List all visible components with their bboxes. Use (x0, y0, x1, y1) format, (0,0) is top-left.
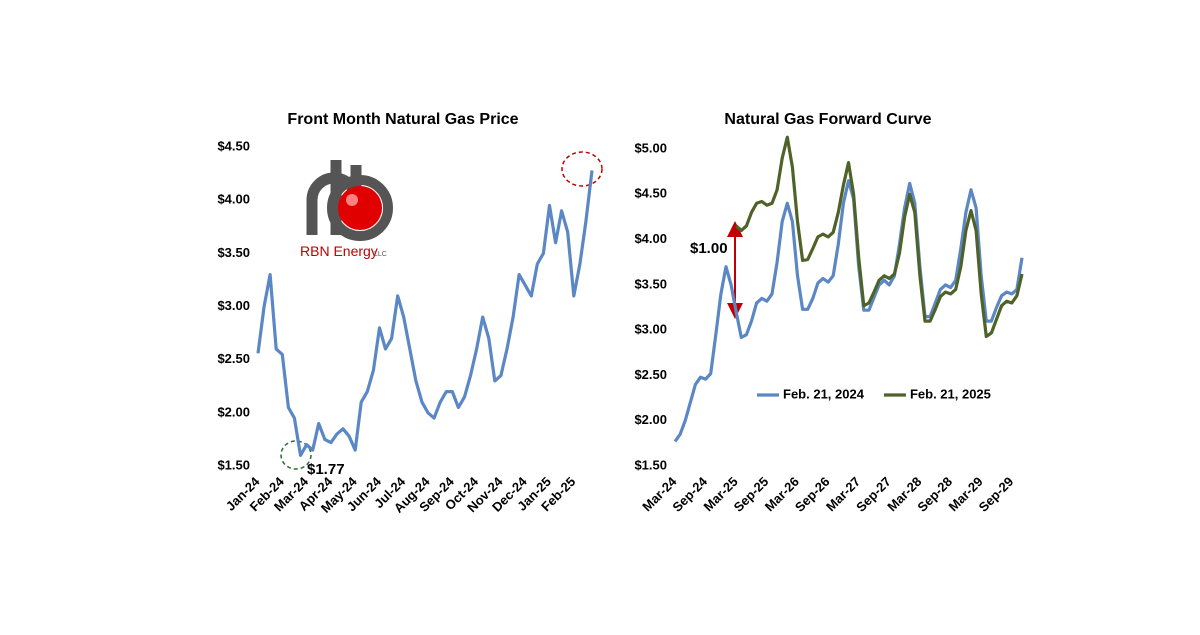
annotation: $1.00 (690, 240, 728, 257)
logo-ball (338, 186, 382, 230)
legend-label: Feb. 21, 2024 (783, 386, 865, 401)
y-tick-label: $3.00 (217, 298, 250, 313)
y-tick-label: $2.00 (634, 412, 667, 427)
logo-name: RBN Energy (300, 243, 378, 259)
legend-label: Feb. 21, 2025 (910, 386, 991, 401)
min-circle (280, 440, 312, 470)
series-line (673, 179, 1024, 443)
series-line (256, 170, 594, 457)
y-tick-label: $2.00 (217, 404, 250, 419)
y-tick-label: $3.50 (634, 276, 667, 291)
y-tick-label: $4.50 (217, 138, 250, 153)
annotation: $1.77 (307, 461, 345, 478)
y-tick-label: $3.50 (217, 245, 250, 260)
logo-shine (346, 194, 358, 206)
chart-title: Front Month Natural Gas Price (287, 111, 518, 128)
y-tick-label: $2.50 (634, 367, 667, 382)
y-tick-label: $2.50 (217, 351, 250, 366)
y-tick-label: $3.00 (634, 322, 667, 337)
logo-suffix: LLC (374, 251, 387, 258)
y-tick-label: $4.00 (634, 231, 667, 246)
y-tick-label: $4.50 (634, 186, 667, 201)
max-circle (561, 151, 603, 187)
y-tick-label: $5.00 (634, 140, 667, 155)
y-tick-label: $4.00 (217, 192, 250, 207)
chart-title: Natural Gas Forward Curve (724, 111, 931, 128)
y-tick-label: $1.50 (217, 457, 250, 472)
series-line (735, 135, 1024, 339)
y-tick-label: $1.50 (634, 457, 667, 472)
logo-ring (327, 175, 393, 241)
logo: RBN Energy LLC (300, 160, 393, 259)
